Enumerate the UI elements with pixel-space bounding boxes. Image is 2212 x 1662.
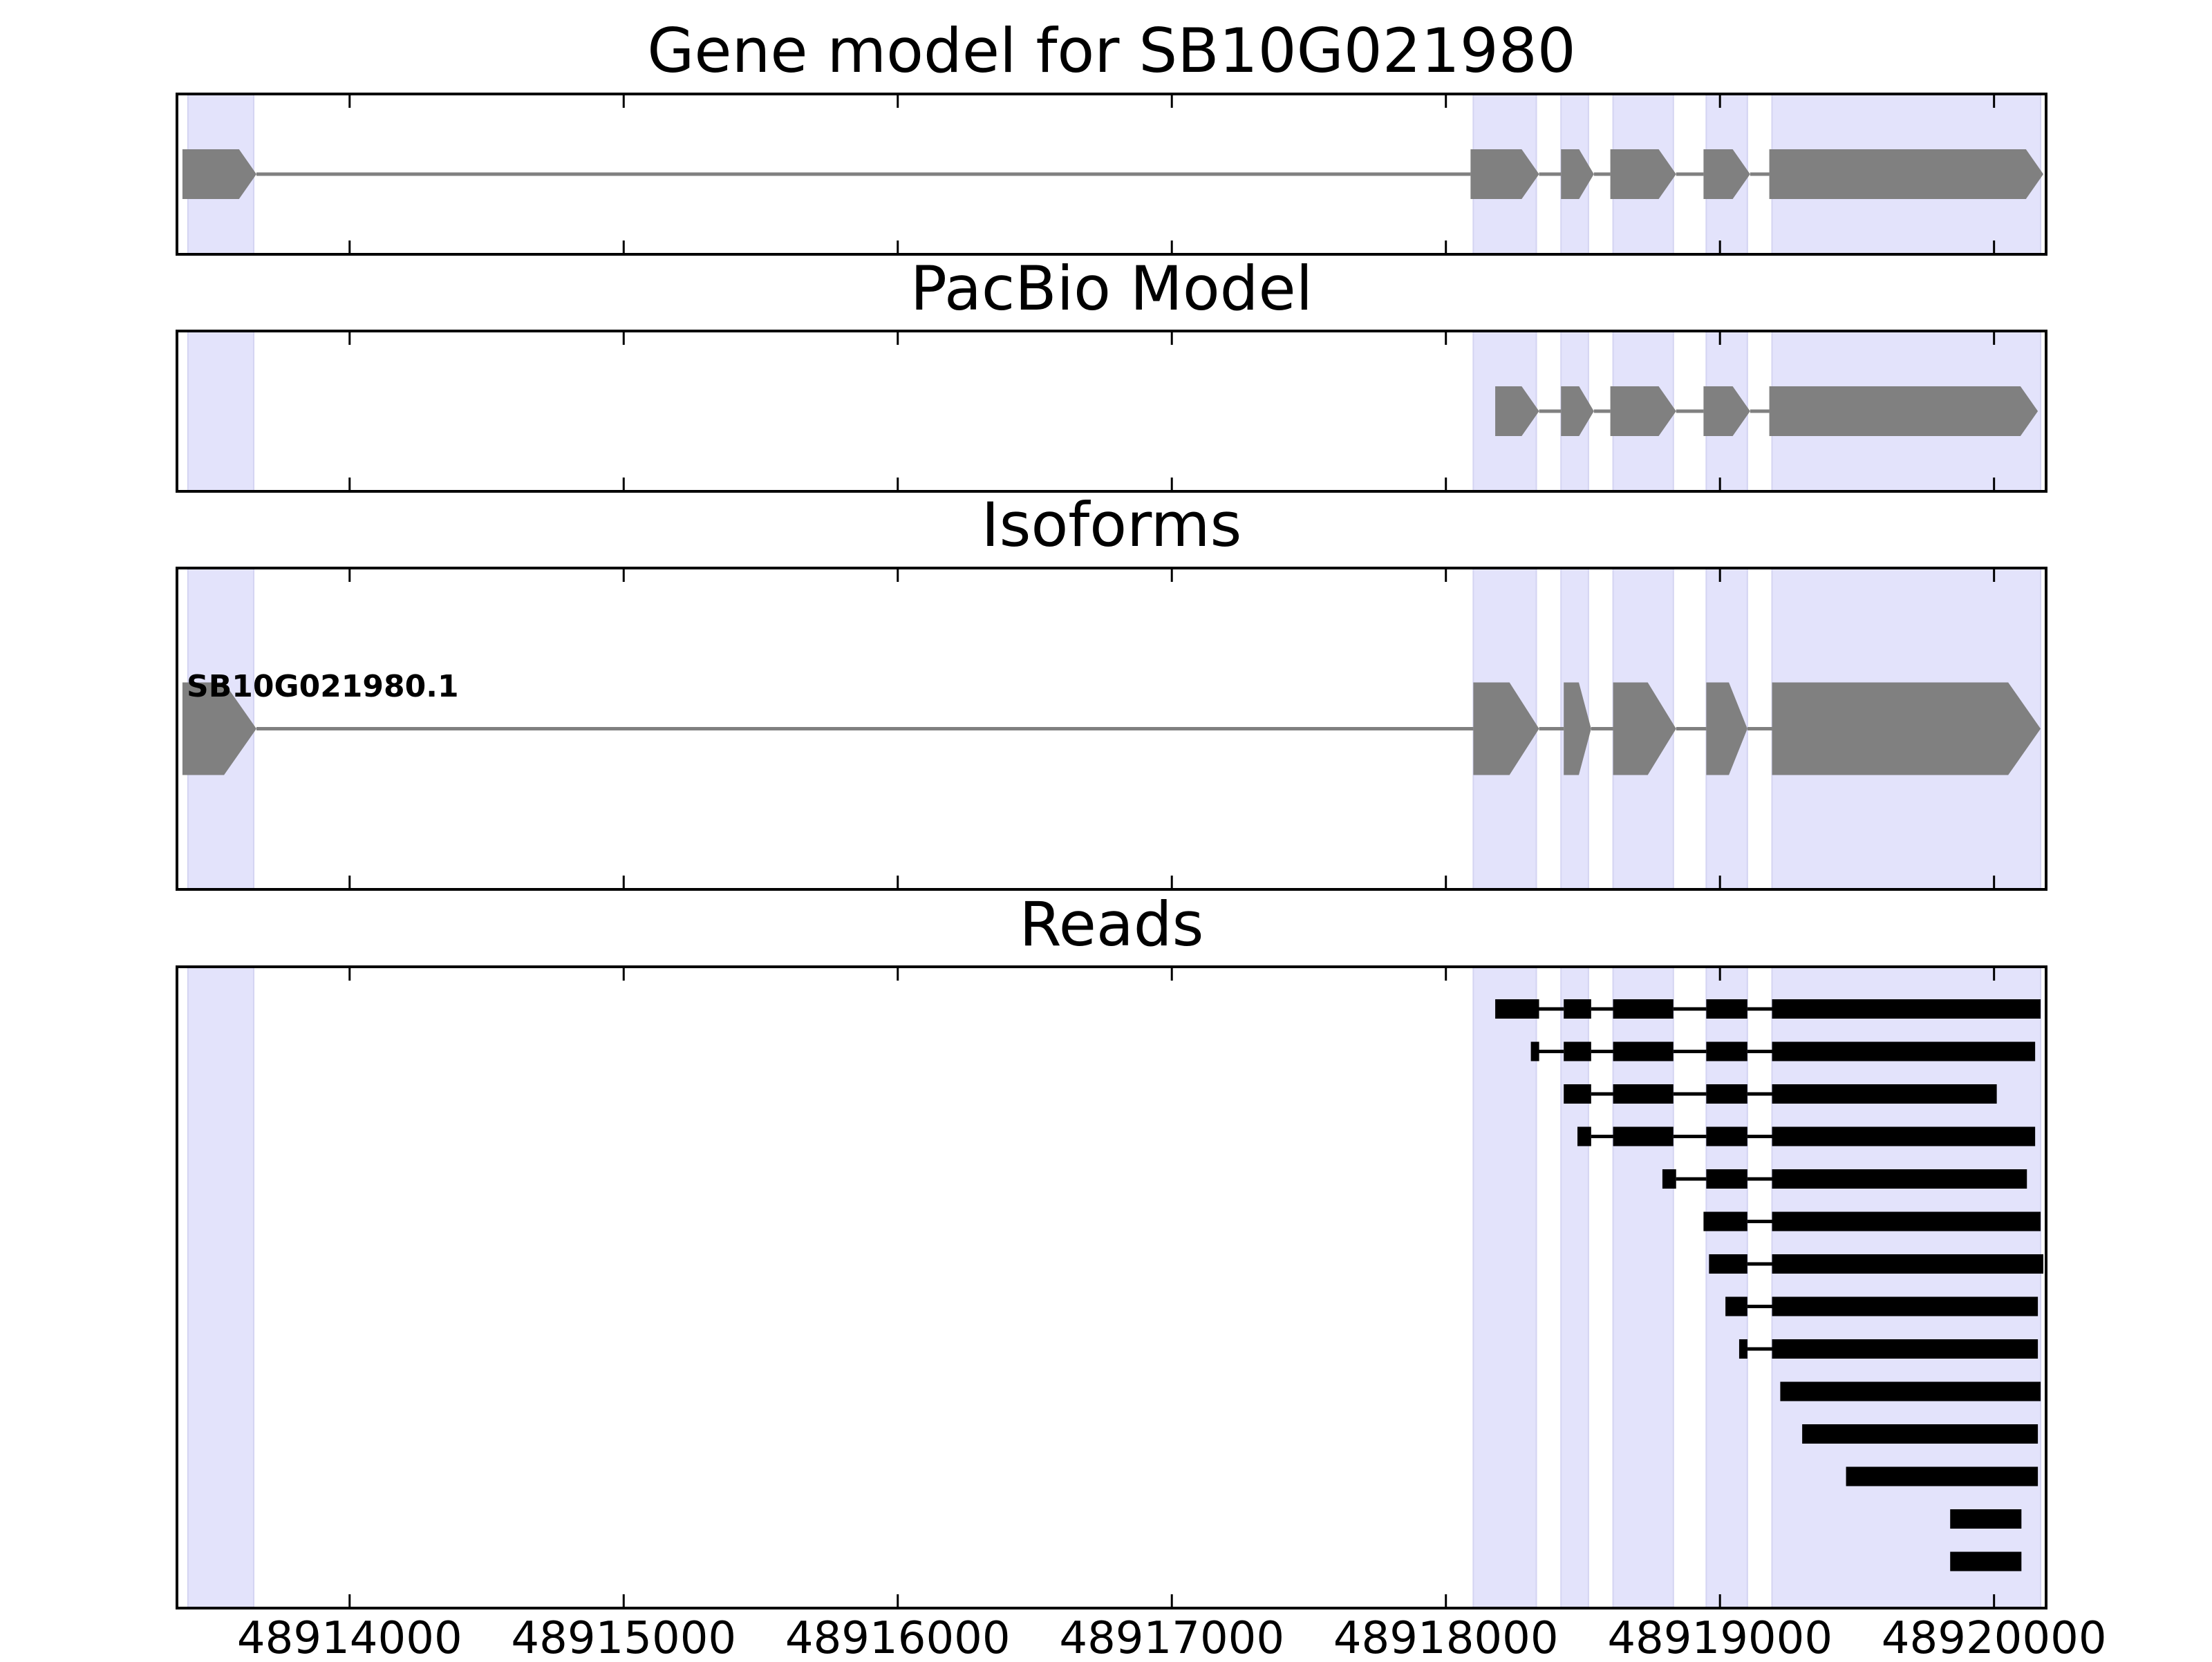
x-tick-label: 48914000: [237, 1613, 462, 1659]
gene-model-title: Gene model for SB10G021980: [647, 15, 1576, 86]
pacbio-model-exons: [1495, 386, 2038, 436]
exon-arrow: [1769, 149, 2044, 199]
read-block: [1772, 1041, 2036, 1061]
highlight-region: [1705, 966, 1748, 1609]
pacbio-model-ticks: [348, 331, 1996, 491]
reads-title: Reads: [1020, 889, 1204, 960]
read-block: [1703, 1211, 1747, 1231]
isoforms-frame: [176, 567, 2047, 891]
read-block: [1772, 1169, 2027, 1189]
read-block: [1772, 1211, 2041, 1231]
exon-arrow: [1564, 682, 1591, 775]
gene-model-exons: [182, 149, 2044, 199]
read-block: [1780, 1381, 2041, 1401]
panel-isoforms: SB10G021980.1 Isoforms: [176, 489, 2047, 891]
read-block: [1706, 999, 1747, 1019]
exon-arrow: [1610, 149, 1676, 199]
highlight-region: [1771, 966, 2042, 1609]
read-block: [1706, 1084, 1747, 1104]
reads-frame: [176, 965, 2047, 1609]
highlight-region: [1472, 966, 1537, 1609]
read-block: [1613, 1084, 1674, 1104]
read-block: [1772, 1126, 2036, 1146]
x-tick-label: 48918000: [1333, 1613, 1559, 1659]
read-block: [1725, 1296, 1747, 1316]
gene-model-ticks: [348, 94, 1996, 254]
exon-arrow: [1561, 149, 1594, 199]
panel-reads: Reads: [176, 889, 2047, 1609]
read-block: [1950, 1551, 2022, 1571]
read-block: [1846, 1466, 2038, 1486]
exon-arrow: [1613, 682, 1676, 775]
gene-model-frame: [176, 93, 2047, 256]
exon-arrow: [1706, 682, 1747, 775]
highlight-region: [187, 966, 255, 1609]
exon-arrow: [182, 149, 256, 199]
highlight-region: [1560, 966, 1589, 1609]
read-block: [1564, 1084, 1591, 1104]
exon-arrow: [1772, 682, 2041, 775]
panel-pacbio-model: PacBio Model: [176, 253, 2047, 493]
exon-arrow: [1703, 386, 1750, 436]
read-alignments: [1495, 999, 2044, 1571]
x-tick-label: 48916000: [785, 1613, 1011, 1659]
exon-arrow: [1561, 386, 1594, 436]
isoforms-ticks: [348, 568, 1996, 889]
panel-gene-model: Gene model for SB10G021980: [176, 15, 2047, 256]
read-block: [1950, 1509, 2022, 1529]
read-block: [1709, 1254, 1747, 1274]
read-block: [1706, 1126, 1747, 1146]
x-tick-label: 48917000: [1059, 1613, 1284, 1659]
exon-arrow: [1495, 386, 1539, 436]
read-block: [1772, 1084, 1997, 1104]
read-block: [1802, 1424, 2038, 1444]
exon-arrow: [1610, 386, 1676, 436]
read-block: [1577, 1126, 1591, 1146]
read-block: [1772, 1339, 2038, 1359]
exon-arrow: [1703, 149, 1750, 199]
read-block: [1772, 1296, 2038, 1316]
reads-ticks: [348, 967, 1996, 1608]
read-block: [1564, 1041, 1591, 1061]
isoforms-title: Isoforms: [982, 489, 1242, 560]
read-block: [1564, 999, 1591, 1019]
highlight-regions: [187, 966, 2042, 1609]
read-block: [1738, 1339, 1747, 1359]
exon-arrow: [1473, 682, 1539, 775]
highlight-region: [187, 330, 255, 492]
read-block: [1772, 1254, 2044, 1274]
isoform-label: SB10G021980.1: [187, 669, 459, 704]
exon-arrow: [182, 682, 256, 775]
x-tick-label: 48920000: [1882, 1613, 2107, 1659]
x-tick-label: 48919000: [1607, 1613, 1833, 1659]
exon-arrow: [1470, 149, 1539, 199]
read-block: [1613, 1126, 1674, 1146]
x-axis-tick-labels: 48914000 48915000 48916000 48917000 48918000…: [237, 1613, 2107, 1662]
x-tick-label: 48915000: [511, 1613, 736, 1659]
read-block: [1706, 1169, 1747, 1189]
read-block: [1613, 999, 1674, 1019]
read-block: [1772, 999, 2041, 1019]
pacbio-model-frame: [176, 330, 2047, 493]
read-block: [1662, 1169, 1676, 1189]
isoform-exons: [182, 682, 2041, 775]
read-block: [1495, 999, 1539, 1019]
pacbio-model-title: PacBio Model: [910, 253, 1313, 324]
highlight-region: [1612, 966, 1674, 1609]
exon-arrow: [1769, 386, 2038, 436]
read-block: [1706, 1041, 1747, 1061]
read-block: [1613, 1041, 1674, 1061]
read-block: [1530, 1041, 1539, 1061]
